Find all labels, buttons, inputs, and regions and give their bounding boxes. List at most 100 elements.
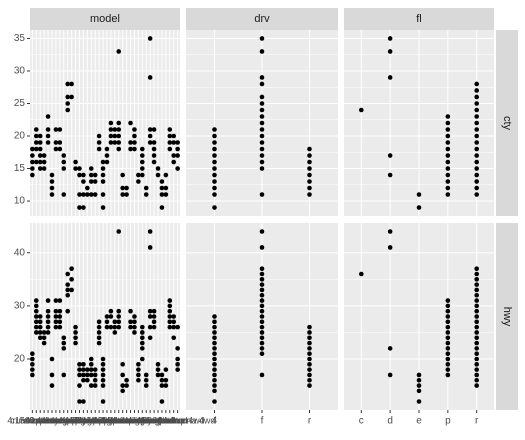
point [81,362,86,367]
point [307,179,312,184]
point [259,266,265,271]
point [100,179,106,184]
point [259,75,265,80]
point [474,298,479,303]
point [61,340,67,346]
point [171,133,177,139]
point [151,314,157,319]
point [359,107,364,113]
x-tick-label: mustang [125,415,160,425]
point [65,282,70,287]
point [474,314,479,319]
point [120,383,125,388]
point [387,346,393,351]
point [69,94,74,100]
strip-label: drv [254,13,270,25]
point [30,153,35,158]
x-tick-label: sonata [156,415,183,425]
point [30,367,35,372]
point [33,319,39,325]
point [53,140,59,145]
point [96,340,102,346]
x-tick-label: f [261,416,264,427]
point [474,166,479,171]
point [307,166,312,171]
point [69,287,74,293]
point [104,146,110,152]
strip [30,8,180,30]
point [155,166,161,171]
x-tick-label: range rover [143,415,189,425]
point [45,298,51,303]
point [259,287,265,293]
x-tick-label: corvette [60,415,92,425]
point [259,245,265,250]
point [57,127,63,132]
point [128,140,133,145]
point [147,335,153,341]
point [104,319,110,325]
point [416,205,422,210]
point [159,179,165,184]
point [445,159,451,165]
point [175,356,180,362]
point [124,383,129,388]
point [33,330,39,335]
point [151,153,157,158]
point [85,367,90,372]
point [387,36,393,41]
strip-label: cty [501,116,513,131]
point [259,36,265,41]
point [77,362,82,367]
point [108,324,114,330]
point [132,146,137,152]
point [37,319,43,325]
point [100,166,106,171]
point [416,192,422,197]
point [212,185,217,191]
point [30,362,35,367]
point [61,153,67,158]
point [212,140,217,145]
point [33,298,39,303]
point [474,266,479,271]
y-tick-label: 20 [14,354,26,365]
point [474,185,479,191]
point [65,107,70,113]
point [65,94,70,100]
x-tick-label: r [308,416,312,427]
point [259,146,265,152]
point [474,107,479,113]
point [259,140,265,145]
point [445,153,451,158]
point [474,346,479,351]
point [259,159,265,165]
point [167,308,173,314]
point [474,319,479,325]
point [132,140,137,145]
x-tick-label: corolla [58,415,85,425]
point [474,127,479,132]
point [474,287,479,293]
point [61,192,67,197]
point [128,308,133,314]
point [61,159,67,165]
point [474,88,479,93]
point [33,133,39,139]
point [92,172,98,178]
point [212,372,217,378]
point [474,330,479,335]
point [37,330,43,335]
point [445,172,451,178]
point [69,277,74,282]
point [167,319,173,325]
point [100,372,106,378]
point [143,372,149,378]
point [30,166,35,171]
x-tick-label: dakota pickup 4wd [42,415,117,425]
x-tick-label: a6 quattro [24,415,65,425]
point [155,362,161,367]
point [85,185,90,191]
point [120,362,125,367]
